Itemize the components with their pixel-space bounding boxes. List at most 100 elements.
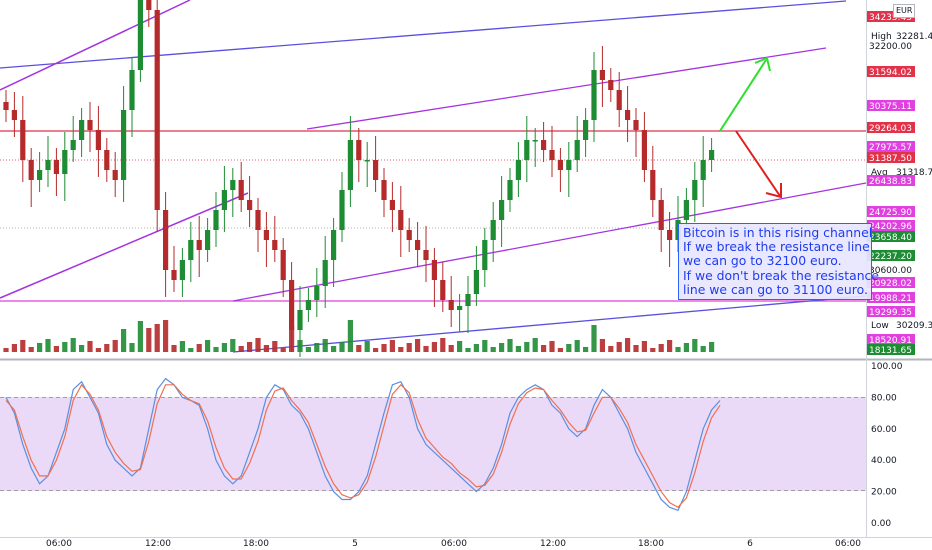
candle (121, 86, 127, 202)
time-tick-label: 18:00 (243, 539, 269, 549)
candle (398, 186, 404, 257)
volume-bar (515, 346, 521, 352)
svg-text:29264.03: 29264.03 (869, 124, 912, 134)
early-channel-lower[interactable] (0, 192, 249, 299)
svg-text:20928.02: 20928.02 (869, 279, 912, 289)
stochastic-axis[interactable]: 100.00 80.00 60.00 40.00 20.00 0.00 (871, 362, 903, 529)
volume-bar (373, 348, 379, 352)
volume-bar (457, 341, 463, 352)
price-tick-label: 30600.00 (869, 266, 912, 276)
rising-channel-upper[interactable] (306, 47, 827, 130)
candle (3, 90, 9, 122)
candlesticks[interactable] (3, 0, 715, 357)
volume-bar (322, 339, 328, 352)
volume-bar (272, 341, 278, 352)
candle (188, 222, 194, 282)
candle (549, 126, 555, 177)
price-tag: 19299.35 (867, 306, 915, 318)
candle (532, 128, 538, 167)
long-trend-line-lower[interactable] (232, 295, 867, 353)
svg-text:Low: Low (871, 321, 889, 331)
candle (314, 268, 320, 317)
note-line: Bitcoin is in this rising channel. (683, 225, 877, 240)
candle (373, 136, 379, 192)
volume-bar (473, 344, 479, 352)
volume-bar (280, 348, 286, 352)
volume-bar (423, 346, 429, 352)
price-tag: 18131.65 (867, 344, 915, 356)
volume-bar (129, 343, 135, 352)
analysis-note[interactable]: Bitcoin is in this rising channel. If we… (678, 223, 879, 301)
time-tick-label: 06:00 (441, 539, 467, 549)
bearish-arrow[interactable] (735, 130, 782, 199)
candle (53, 148, 59, 196)
candle (448, 276, 454, 327)
svg-text:31318.77: 31318.77 (896, 168, 932, 178)
bullish-arrow[interactable] (719, 56, 771, 132)
volume-bar (112, 340, 118, 352)
candle (616, 72, 622, 127)
stochastic-series-line (5, 377, 721, 512)
candle (322, 236, 328, 308)
volume-bar (599, 339, 605, 352)
candle (28, 148, 34, 207)
volume-bar (238, 346, 244, 352)
price-pane[interactable] (0, 0, 866, 358)
candle (415, 222, 421, 267)
time-tick-label: 6 (747, 539, 753, 549)
svg-text:19299.35: 19299.35 (869, 308, 912, 318)
price-tag: 30375.11 (867, 100, 915, 112)
currency-badge[interactable]: EUR (893, 4, 916, 18)
volume-bar (11, 344, 17, 352)
volume-bar (104, 344, 110, 352)
candle (364, 142, 370, 187)
svg-text:31594.02: 31594.02 (869, 68, 912, 78)
volume-bar (137, 321, 143, 352)
volume-bar (87, 341, 93, 352)
stochastic-series-line (5, 383, 721, 509)
price-tag: 23658.40 (867, 231, 915, 243)
volume-bar (305, 347, 311, 352)
price-tag: 22237.20 (867, 250, 915, 262)
volume-bar (557, 348, 563, 352)
candle (658, 188, 664, 252)
svg-text:27975.57: 27975.57 (869, 143, 912, 153)
price-tag: 19988.21 (867, 292, 915, 304)
stochastic-lines (5, 377, 721, 512)
candle (465, 276, 471, 333)
candle (146, 0, 152, 27)
candle (196, 216, 202, 277)
stochastic-tick-label: 40.00 (871, 456, 897, 466)
candle (112, 152, 118, 197)
candle (700, 136, 706, 207)
volume-bar (3, 348, 9, 352)
candle (163, 192, 169, 297)
volume-bar (179, 341, 185, 352)
volume-bar (154, 324, 160, 352)
time-axis[interactable]: 06:00 12:00 18:00 5 06:00 12:00 18:00 6 06:00 (46, 539, 861, 549)
price-tag: 27975.57 (867, 141, 915, 153)
candle (62, 132, 68, 201)
candle (230, 168, 236, 217)
candle (608, 68, 614, 102)
volume-bar (524, 342, 530, 352)
rising-channel-lower[interactable] (232, 182, 867, 302)
candle (431, 248, 437, 307)
price-axis[interactable]: 34235.45 High 32281.4832200.00 31594.02 3037… (867, 11, 932, 356)
price-tick-label: 32200.00 (869, 42, 912, 52)
time-tick-label: 18:00 (638, 539, 664, 549)
candle (389, 182, 395, 232)
volume-bar (45, 339, 51, 352)
time-tick-label: 12:00 (540, 539, 566, 549)
volume-bar (263, 345, 269, 352)
candle (171, 246, 177, 292)
candle (20, 96, 26, 182)
price-tag: 24202.96 (867, 220, 915, 232)
currency-label: EUR (896, 6, 913, 15)
volume-bar (356, 345, 362, 352)
candle (213, 192, 219, 247)
volume-bar (566, 344, 572, 352)
volume-bar (541, 345, 547, 352)
volume-bar (532, 338, 538, 352)
